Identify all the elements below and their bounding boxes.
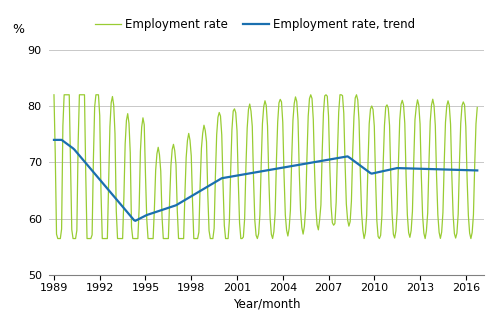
Employment rate, trend — [140, 215, 146, 219]
Employment rate — [55, 236, 61, 240]
Text: %: % — [12, 23, 24, 36]
Employment rate — [474, 106, 480, 109]
Employment rate, trend — [51, 138, 57, 142]
Employment rate — [327, 164, 333, 168]
Employment rate — [301, 225, 307, 228]
Line: Employment rate, trend: Employment rate, trend — [54, 140, 477, 221]
Employment rate — [140, 116, 146, 120]
Employment rate, trend — [301, 162, 307, 166]
Employment rate, trend — [474, 169, 480, 172]
Employment rate — [288, 208, 293, 212]
Employment rate — [414, 98, 420, 102]
Employment rate, trend — [414, 167, 420, 171]
Employment rate, trend — [132, 219, 138, 223]
Employment rate, trend — [288, 164, 293, 168]
X-axis label: Year/month: Year/month — [233, 297, 300, 310]
Employment rate — [214, 133, 220, 137]
Employment rate, trend — [327, 157, 333, 161]
Legend: Employment rate, Employment rate, trend: Employment rate, Employment rate, trend — [90, 13, 420, 36]
Employment rate — [51, 93, 57, 97]
Employment rate, trend — [214, 179, 220, 183]
Line: Employment rate: Employment rate — [54, 95, 477, 238]
